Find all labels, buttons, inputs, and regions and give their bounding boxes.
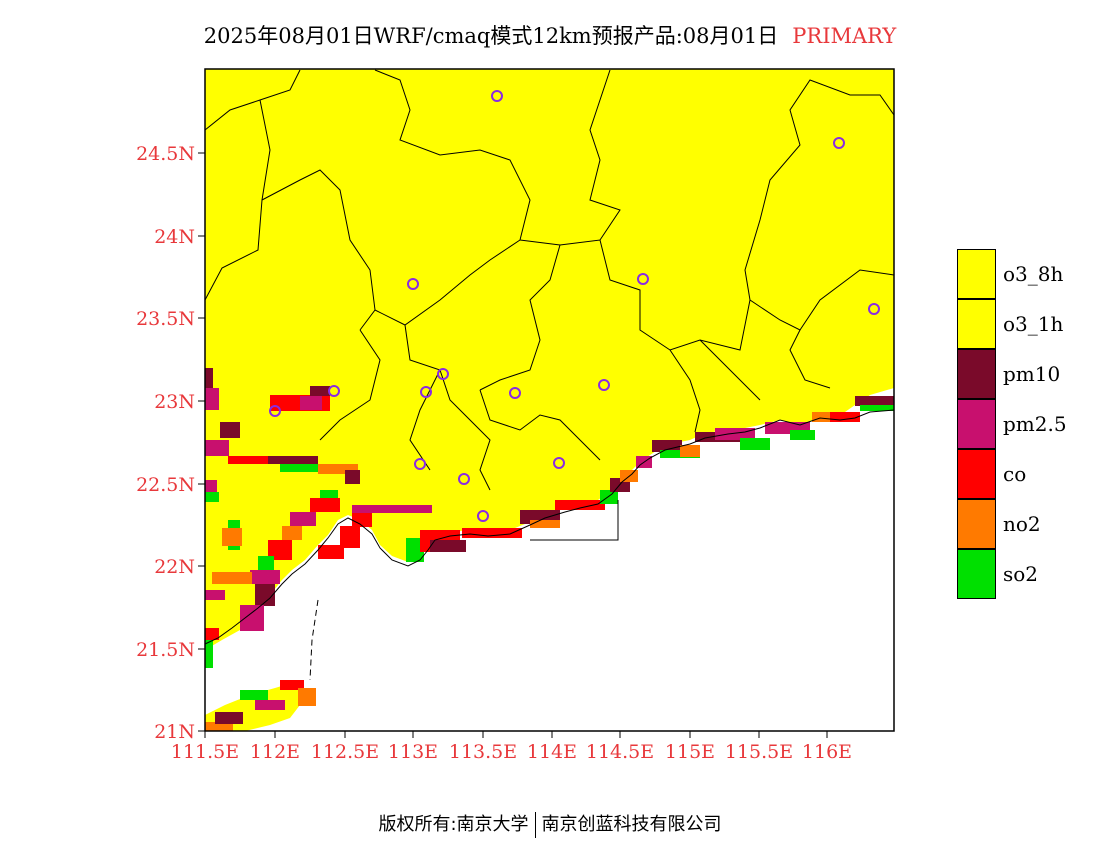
lat-label: 24.5N xyxy=(136,143,195,165)
legend-swatch xyxy=(957,399,996,449)
pollutant-cells xyxy=(205,368,894,731)
hk-boundary xyxy=(530,500,619,541)
lat-label: 21N xyxy=(154,721,195,743)
lon-label: 115E xyxy=(665,741,715,763)
title-pollutant-tag: PRIMARY xyxy=(792,24,897,48)
lon-label: 111.5E xyxy=(171,741,239,763)
title-text: 2025年08月01日WRF/cmaq模式12km预报产品:08月01日 xyxy=(203,24,779,48)
legend-label: o3_8h xyxy=(1003,262,1064,286)
legend-label: no2 xyxy=(1003,512,1041,536)
footer-divider xyxy=(534,812,536,838)
copyright-footer: 版权所有:南京大学 南京创蓝科技有限公司 xyxy=(0,810,1100,838)
lat-label: 23N xyxy=(154,391,195,413)
lat-label: 22.5N xyxy=(136,474,195,496)
latitude-labels: 24.5N 24N 23.5N 23N 22.5N 22N 21.5N 21N xyxy=(136,143,195,743)
county-boundaries xyxy=(204,69,895,491)
lon-label: 116E xyxy=(802,741,852,763)
lat-label: 22N xyxy=(154,556,195,578)
legend-swatch xyxy=(957,299,996,349)
plot-frame xyxy=(204,68,895,732)
legend-label: pm2.5 xyxy=(1003,412,1067,436)
lon-label: 113.5E xyxy=(449,741,517,763)
longitude-axis xyxy=(204,731,828,738)
lat-label: 24N xyxy=(154,226,195,248)
legend-label: o3_1h xyxy=(1003,312,1064,336)
lon-label: 112E xyxy=(250,741,300,763)
lon-label: 113E xyxy=(388,741,438,763)
lon-label: 112.5E xyxy=(311,741,379,763)
legend-swatch xyxy=(957,349,996,399)
legend-swatch xyxy=(957,549,996,599)
legend-swatch xyxy=(957,499,996,549)
map-title: 2025年08月01日WRF/cmaq模式12km预报产品:08月01日 PRIM… xyxy=(0,20,1100,50)
legend-label: co xyxy=(1003,462,1027,486)
land-area xyxy=(205,69,894,640)
lon-label: 114.5E xyxy=(586,741,654,763)
sea-boundary xyxy=(309,599,319,681)
latitude-axis xyxy=(198,152,205,732)
lon-label: 114E xyxy=(527,741,577,763)
coastline xyxy=(204,409,895,645)
lat-label: 21.5N xyxy=(136,639,195,661)
city-markers xyxy=(269,90,880,522)
lon-label: 115.5E xyxy=(725,741,793,763)
copyright-right: 南京创蓝科技有限公司 xyxy=(541,814,722,835)
lat-label: 23.5N xyxy=(136,308,195,330)
legend-label: so2 xyxy=(1003,562,1039,586)
legend-swatch xyxy=(957,449,996,499)
copyright-left: 版权所有:南京大学 xyxy=(378,814,529,835)
legend-swatch xyxy=(957,249,996,299)
legend-label: pm10 xyxy=(1003,362,1061,386)
longitude-labels: 111.5E 112E 112.5E 113E 113.5E 114E 114.… xyxy=(171,741,852,763)
